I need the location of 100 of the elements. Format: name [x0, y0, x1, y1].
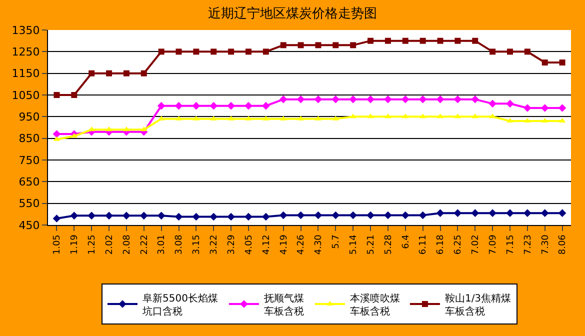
- x-tick-label: 7.15: [506, 234, 516, 255]
- point: [349, 95, 357, 104]
- x-tick-label: 4.05: [244, 234, 254, 255]
- point: [174, 102, 183, 110]
- point: [106, 126, 112, 132]
- point: [210, 212, 218, 221]
- x-tick-label: 4.19: [279, 234, 290, 255]
- point: [140, 70, 147, 76]
- y-tick-label: 1350: [12, 24, 40, 37]
- point: [192, 212, 200, 221]
- x-tick-label: 3.22: [210, 234, 220, 255]
- point: [488, 209, 496, 217]
- legend-label: 阜新5500长焰煤坑口含税: [142, 292, 218, 318]
- point: [105, 212, 113, 220]
- y-tick-label: 450: [18, 218, 40, 232]
- y-tick-label: 850: [18, 132, 40, 146]
- x-tick-label: 7.23: [523, 234, 534, 255]
- x-tick-label: 6.11: [418, 234, 429, 255]
- point: [314, 95, 322, 104]
- x-tick-label: 5.7: [332, 234, 342, 249]
- point: [279, 95, 288, 104]
- point: [436, 95, 444, 104]
- point: [454, 38, 461, 44]
- point: [420, 38, 426, 44]
- point: [332, 42, 339, 48]
- y-tick-label: 550: [18, 197, 40, 210]
- x-tick-label: 2.08: [122, 234, 132, 255]
- point: [401, 211, 410, 220]
- point: [332, 211, 340, 220]
- point: [176, 48, 182, 55]
- x-tick-label: 7.02: [471, 234, 482, 255]
- x-tick-label: 5.21: [366, 234, 376, 255]
- point: [506, 48, 513, 55]
- y-tick-label: 750: [18, 154, 40, 167]
- point: [262, 48, 269, 55]
- x-tick-label: 3.15: [192, 234, 202, 255]
- point: [262, 102, 270, 110]
- point: [401, 95, 410, 104]
- point: [296, 95, 305, 104]
- point: [244, 102, 252, 110]
- x-tick-label: 5.14: [349, 234, 360, 255]
- point: [368, 38, 374, 44]
- point: [192, 102, 200, 110]
- point: [454, 95, 462, 104]
- point: [245, 116, 252, 120]
- y-tick-label: 1050: [12, 88, 40, 102]
- point: [262, 212, 270, 221]
- x-tick-label: 6.25: [454, 234, 464, 255]
- x-tick-label: 1.05: [52, 234, 63, 255]
- point: [157, 102, 166, 110]
- x-tick-label: 7.30: [540, 234, 551, 255]
- legend-label: 本溪喷吹煤车板含税: [350, 292, 400, 318]
- point: [558, 209, 566, 217]
- x-tick-label: 4.26: [296, 234, 307, 255]
- y-tick-label: 1250: [12, 46, 40, 59]
- point: [228, 48, 234, 55]
- point: [174, 212, 183, 221]
- point: [123, 70, 130, 76]
- x-tick-label: 5.28: [384, 234, 394, 255]
- x-tick-label: 3.01: [157, 234, 168, 255]
- chart-title: 近期辽宁地区煤炭价格走势图: [208, 6, 377, 22]
- point: [52, 214, 61, 222]
- point: [524, 209, 532, 217]
- point: [367, 114, 374, 118]
- point: [106, 70, 112, 76]
- x-tick-label: 4.30: [314, 234, 324, 255]
- point: [315, 42, 322, 48]
- y-tick-label: 1150: [12, 67, 40, 80]
- x-tick-label: 3.08: [174, 234, 185, 255]
- point: [488, 100, 496, 108]
- y-tick-label: 950: [18, 110, 40, 124]
- legend-label: 鞍山1/3焦精煤车板含税: [444, 292, 512, 318]
- point: [418, 211, 427, 220]
- x-tick-label: 7.09: [488, 234, 498, 255]
- x-tick-label: 8.06: [558, 234, 568, 255]
- point: [471, 95, 480, 104]
- point: [193, 48, 200, 55]
- legend-label: 抚顺气煤车板含税: [262, 292, 304, 318]
- x-tick-label: 6.4: [401, 234, 412, 249]
- point: [279, 211, 288, 220]
- point: [70, 212, 78, 220]
- point: [418, 95, 427, 104]
- point: [52, 130, 61, 138]
- point: [472, 38, 478, 44]
- point: [244, 212, 252, 221]
- point: [158, 48, 164, 55]
- point: [506, 100, 514, 108]
- point: [402, 38, 408, 44]
- point: [490, 48, 496, 55]
- point: [88, 70, 95, 76]
- point: [298, 42, 304, 48]
- point: [88, 212, 96, 220]
- point: [366, 95, 374, 104]
- point: [366, 211, 374, 220]
- point: [122, 212, 130, 220]
- x-tick-label: 4.12: [262, 234, 272, 255]
- point: [559, 60, 566, 66]
- x-tick-label: 1.19: [70, 234, 80, 255]
- point: [332, 95, 340, 104]
- point: [296, 211, 305, 220]
